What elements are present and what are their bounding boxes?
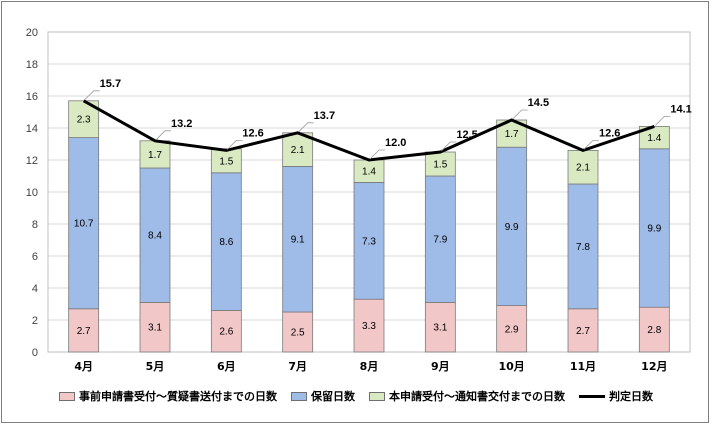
bar-segment (496, 146, 528, 306)
bar-segment (282, 311, 314, 353)
y-tick-label: 2 (32, 315, 38, 327)
x-tick-label: 5月 (146, 360, 165, 373)
y-tick-label: 4 (32, 283, 38, 295)
x-tick-label: 4月 (74, 360, 93, 373)
segment-label: 1.5 (219, 156, 233, 167)
total-leader-line (298, 122, 314, 133)
total-line (82, 99, 655, 162)
bar-segment (282, 165, 314, 313)
legend-label-pre: 事前申請書受付〜質疑書送付までの日数 (79, 390, 277, 403)
x-tick-label: 9月 (431, 360, 450, 373)
legend-label-total: 判定日数 (609, 390, 653, 403)
bar-segment (210, 148, 242, 174)
segment-label: 9.9 (505, 222, 519, 233)
segment-label: 10.7 (74, 219, 94, 230)
segment-label: 1.7 (505, 129, 519, 140)
total-label: 12.0 (385, 137, 406, 149)
segment-label: 2.3 (77, 115, 91, 126)
y-tick-label: 0 (32, 347, 38, 359)
segment-label: 1.7 (148, 150, 162, 161)
y-tick-label: 16 (26, 91, 38, 103)
segment-label: 3.1 (433, 323, 447, 334)
x-tick-label: 7月 (288, 360, 307, 373)
segment-label: 3.1 (148, 323, 162, 334)
total-label: 13.7 (314, 110, 335, 122)
total-leader-line (512, 109, 528, 120)
y-tick-label: 6 (32, 251, 38, 263)
total-leader-line (227, 139, 243, 150)
y-tick-label: 8 (32, 219, 38, 231)
segment-label: 2.7 (576, 326, 590, 337)
y-tick-label: 18 (26, 59, 38, 71)
segment-label: 7.8 (576, 242, 590, 253)
x-tick-label: 10月 (499, 360, 525, 373)
total-leader-line (84, 90, 100, 101)
bar-segment (139, 140, 171, 169)
x-tick-label: 11月 (570, 360, 596, 373)
segment-label: 1.5 (433, 160, 447, 171)
legend-item-hold: 保留日数 (291, 388, 355, 404)
segment-label: 1.4 (647, 133, 661, 144)
segment-label: 2.5 (291, 328, 305, 339)
bar-segment (424, 151, 456, 177)
total-label: 13.2 (171, 118, 192, 130)
legend-swatch-pre (59, 391, 75, 401)
legend-label-hold: 保留日数 (311, 390, 355, 403)
segment-label: 9.1 (291, 235, 305, 246)
segment-label: 8.4 (148, 231, 162, 242)
total-label: 15.7 (100, 78, 121, 90)
y-tick-label: 10 (26, 187, 38, 199)
legend-item-total: 判定日数 (579, 388, 653, 404)
y-tick-label: 20 (26, 27, 38, 39)
x-tick-label: 6月 (217, 360, 236, 373)
legend: 事前申請書受付〜質疑書送付までの日数 保留日数 本申請受付〜通知書交付までの日数… (0, 386, 712, 406)
segment-label: 3.3 (362, 321, 376, 332)
segment-label: 2.8 (647, 325, 661, 336)
segment-label: 7.9 (433, 235, 447, 246)
legend-item-main: 本申請受付〜通知書交付までの日数 (369, 388, 565, 404)
total-leader-line (369, 149, 385, 160)
bar-segment (424, 175, 456, 303)
segment-label: 1.4 (362, 167, 376, 178)
y-tick-label: 12 (26, 155, 38, 167)
bar-segment (567, 183, 599, 310)
segment-label: 2.6 (219, 327, 233, 338)
bar-segment (567, 149, 599, 185)
bar-segment (638, 148, 670, 308)
bar-segment (210, 309, 242, 353)
bar-segment (68, 137, 100, 310)
total-leader-line (583, 139, 599, 150)
segment-label: 8.6 (219, 237, 233, 248)
segment-label: 2.1 (291, 145, 305, 156)
x-tick-label: 12月 (641, 360, 667, 373)
y-tick-label: 14 (26, 123, 38, 135)
segment-label: 2.9 (505, 324, 519, 335)
total-leader-line (441, 141, 457, 152)
bar-segment (68, 308, 100, 353)
total-label: 14.5 (528, 97, 549, 109)
total-label: 12.6 (599, 127, 620, 139)
segment-label: 7.3 (362, 236, 376, 247)
legend-swatch-hold (291, 391, 307, 401)
segment-label: 2.7 (77, 326, 91, 337)
legend-line-total (579, 394, 605, 398)
total-label: 12.5 (456, 129, 477, 141)
x-tick-label: 8月 (360, 360, 379, 373)
bar-segment (210, 172, 242, 311)
segment-label: 2.1 (576, 163, 590, 174)
total-leader-line (655, 116, 671, 126)
legend-item-pre: 事前申請書受付〜質疑書送付までの日数 (59, 388, 277, 404)
total-label: 12.6 (242, 127, 263, 139)
bar-segment (567, 308, 599, 353)
legend-label-main: 本申請受付〜通知書交付までの日数 (389, 390, 565, 403)
legend-swatch-main (369, 391, 385, 401)
segment-label: 9.9 (647, 224, 661, 235)
total-label: 14.1 (670, 103, 691, 115)
total-leader-line (155, 130, 171, 141)
bar-segment (496, 305, 528, 353)
